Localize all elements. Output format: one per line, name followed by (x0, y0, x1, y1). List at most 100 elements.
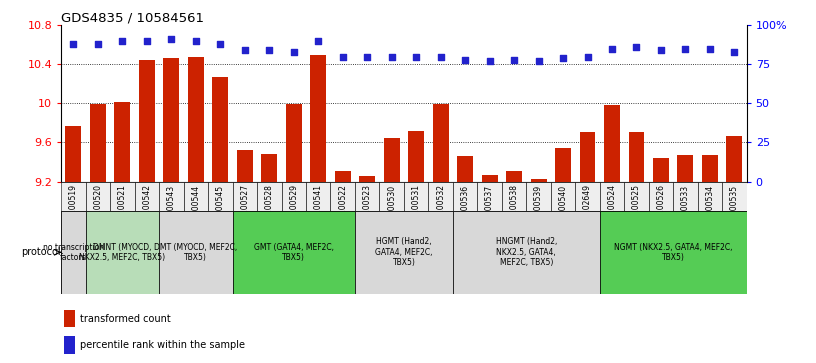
Bar (188, 57, 204, 182)
Bar (453, 182, 477, 211)
Bar (64, 336, 75, 354)
Bar (673, 182, 698, 211)
Point (557, 55, 570, 61)
Point (165, 37, 178, 42)
Bar (530, 179, 547, 182)
Bar (428, 182, 453, 211)
Bar (114, 102, 131, 182)
Text: protocol: protocol (21, 247, 60, 257)
Point (385, 54, 398, 60)
Bar (330, 182, 355, 211)
Point (67, 41, 80, 47)
Text: GSM1100533: GSM1100533 (681, 184, 690, 236)
Text: percentile rank within the sample: percentile rank within the sample (80, 340, 245, 350)
Bar (355, 211, 453, 294)
Bar (135, 182, 159, 211)
Text: NGMT (NKX2.5, GATA4, MEF2C,
TBX5): NGMT (NKX2.5, GATA4, MEF2C, TBX5) (614, 242, 733, 262)
Bar (726, 136, 743, 182)
Bar (384, 138, 400, 182)
Text: GMT (GATA4, MEF2C,
TBX5): GMT (GATA4, MEF2C, TBX5) (254, 242, 334, 262)
Point (483, 58, 496, 64)
Point (630, 44, 643, 50)
Text: GSM1100539: GSM1100539 (534, 184, 543, 236)
Bar (86, 182, 110, 211)
Bar (65, 126, 82, 182)
Text: DMNT (MYOCD,
NKX2.5, MEF2C, TBX5): DMNT (MYOCD, NKX2.5, MEF2C, TBX5) (79, 242, 166, 262)
Point (728, 49, 741, 55)
Point (263, 48, 276, 53)
Bar (335, 171, 351, 182)
Text: DMT (MYOCD, MEF2C,
TBX5): DMT (MYOCD, MEF2C, TBX5) (154, 242, 237, 262)
Bar (237, 150, 253, 182)
Bar (506, 171, 522, 182)
Text: GSM1100522: GSM1100522 (338, 184, 348, 235)
Bar (526, 182, 551, 211)
Bar (628, 132, 645, 182)
Text: GSM1100537: GSM1100537 (485, 184, 494, 236)
Bar (600, 211, 747, 294)
Bar (233, 211, 355, 294)
Bar (702, 155, 718, 182)
Point (581, 54, 594, 60)
Bar (233, 182, 257, 211)
Bar (698, 182, 722, 211)
Bar (551, 182, 575, 211)
Point (532, 58, 545, 64)
Bar (408, 131, 424, 182)
Text: GSM1100523: GSM1100523 (362, 184, 372, 235)
Text: GSM1100544: GSM1100544 (191, 184, 201, 236)
Bar (163, 58, 180, 182)
Bar (404, 182, 428, 211)
Point (336, 54, 349, 60)
Bar (722, 182, 747, 211)
Bar (90, 105, 106, 182)
Text: GSM1100536: GSM1100536 (460, 184, 470, 236)
Text: GSM1100525: GSM1100525 (632, 184, 641, 235)
Bar (306, 182, 330, 211)
Text: GSM1100519: GSM1100519 (69, 184, 78, 235)
Bar (64, 310, 75, 327)
Text: GSM1100527: GSM1100527 (240, 184, 250, 235)
Point (214, 41, 227, 47)
Text: GSM1100534: GSM1100534 (705, 184, 715, 236)
Point (189, 38, 202, 44)
Point (703, 46, 716, 52)
Point (312, 38, 325, 44)
Text: HNGMT (Hand2,
NKX2.5, GATA4,
MEF2C, TBX5): HNGMT (Hand2, NKX2.5, GATA4, MEF2C, TBX5… (495, 237, 557, 267)
Point (361, 54, 374, 60)
Bar (359, 176, 375, 182)
Bar (110, 182, 135, 211)
Bar (477, 182, 502, 211)
Bar (159, 182, 184, 211)
Bar (86, 211, 159, 294)
Point (508, 57, 521, 63)
Bar (61, 211, 86, 294)
Point (410, 54, 423, 60)
Point (238, 48, 251, 53)
Bar (139, 60, 155, 182)
Bar (282, 182, 306, 211)
Bar (604, 105, 620, 182)
Bar (677, 155, 694, 182)
Bar (457, 156, 473, 182)
Text: GSM1100526: GSM1100526 (656, 184, 666, 235)
Bar (61, 182, 86, 211)
Point (459, 57, 472, 63)
Point (605, 46, 619, 52)
Bar (355, 182, 379, 211)
Bar (600, 182, 624, 211)
Bar (261, 154, 277, 182)
Point (116, 38, 129, 44)
Bar (481, 175, 498, 182)
Bar (379, 182, 404, 211)
Bar (286, 105, 302, 182)
Bar (159, 211, 233, 294)
Point (434, 54, 447, 60)
Bar (579, 132, 596, 182)
Text: transformed count: transformed count (80, 314, 171, 324)
Bar (212, 77, 228, 182)
Bar (502, 182, 526, 211)
Text: GSM1100545: GSM1100545 (215, 184, 225, 236)
Bar (653, 158, 669, 182)
Text: GSM1100528: GSM1100528 (264, 184, 274, 235)
